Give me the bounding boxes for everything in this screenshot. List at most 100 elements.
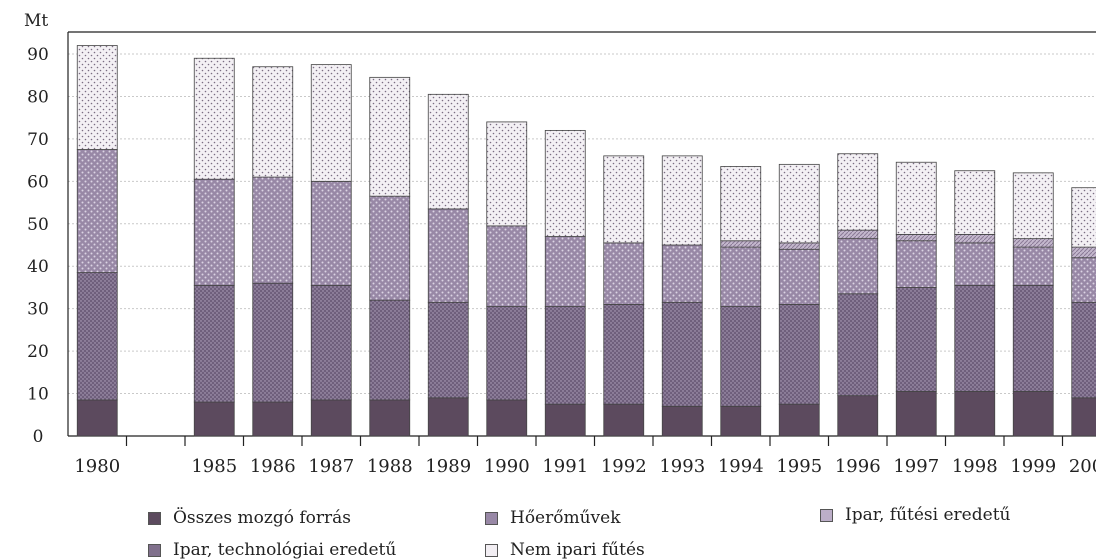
y-tick-label: 20: [27, 342, 49, 362]
legend-label: Nem ipari fűtés: [510, 540, 645, 560]
x-tick-label: 1985: [191, 456, 237, 477]
legend-item-non-industrial-heating: Nem ipari fűtés: [485, 540, 645, 560]
bar-segment-mobile-sources: [310, 399, 352, 437]
x-tick-label: 1999: [1010, 456, 1056, 477]
bar-segment-non-industrial-heating: [1012, 172, 1054, 240]
x-tick-label: 1995: [776, 456, 822, 477]
bar-segment-power-plants: [1071, 257, 1096, 303]
legend: Összes mozgó forrás Hőerőművek Ipar, fűt…: [0, 495, 1096, 560]
legend-swatch-industry-technological: [148, 543, 161, 557]
bar-segment-non-industrial-heating: [837, 153, 879, 231]
bar-segment-non-industrial-heating: [427, 93, 469, 210]
bar-segment-mobile-sources: [427, 397, 469, 437]
bar-segment-non-industrial-heating: [486, 121, 528, 227]
bar-segment-non-industrial-heating: [544, 129, 586, 237]
bar-chart: 0 10 20 30 40 50 60 70 80 90 Mt 1980 1985 1986 1987 198…: [24, 11, 1096, 477]
bar-segment-non-industrial-heating: [1071, 187, 1096, 248]
bar-segment-mobile-sources: [76, 399, 118, 437]
y-tick-label: 90: [27, 45, 49, 65]
bar-segment-industry-technological: [252, 282, 294, 403]
bar-segment-mobile-sources: [1012, 391, 1054, 437]
legend-swatch-industry-heating: [820, 508, 833, 522]
y-axis-title: Mt: [24, 11, 48, 31]
bar-segment-industry-heating: [1071, 246, 1096, 259]
legend-label: Összes mozgó forrás: [173, 508, 352, 528]
y-tick-label: 10: [27, 385, 49, 405]
bar-segment-power-plants: [427, 208, 469, 303]
bar-segment-industry-technological: [427, 301, 469, 399]
bar-segment-power-plants: [544, 236, 586, 307]
bar-segment-power-plants: [778, 248, 820, 305]
bar-segment-industry-technological: [193, 284, 235, 403]
bar-segment-industry-technological: [720, 306, 762, 407]
x-tick-label: 2000: [1069, 456, 1096, 477]
legend-swatch-power-plants: [485, 511, 498, 525]
x-tick-label: 1992: [601, 456, 647, 477]
y-tick-label: 50: [27, 215, 49, 235]
legend-item-mobile-sources: Összes mozgó forrás: [148, 508, 351, 528]
legend-label: Hőerőművek: [510, 508, 621, 528]
x-tick-label: 1994: [718, 456, 764, 477]
tick-labels: 0 10 20 30 40 50 60 70 80 90 Mt 1980 1985 1986 1987 198…: [24, 11, 1096, 477]
bar-segment-power-plants: [310, 180, 352, 286]
bar-segment-industry-technological: [369, 299, 411, 401]
bar-segment-power-plants: [895, 240, 937, 288]
x-tick-label: 1989: [425, 456, 471, 477]
legend-swatch-mobile-sources: [148, 511, 161, 525]
bar-segment-power-plants: [661, 244, 703, 303]
bar-segment-mobile-sources: [778, 403, 820, 437]
y-tick-label: 30: [27, 300, 49, 320]
bar-segment-power-plants: [954, 242, 996, 286]
bar-segment-industry-technological: [1071, 301, 1096, 399]
bar-segment-industry-technological: [603, 304, 645, 405]
bar-segment-power-plants: [486, 225, 528, 307]
bar-segment-non-industrial-heating: [895, 161, 937, 235]
bar-segment-industry-heating: [1012, 238, 1054, 248]
legend-item-power-plants: Hőerőművek: [485, 508, 621, 528]
x-tick-label: 1987: [308, 456, 354, 477]
bar-segment-non-industrial-heating: [252, 66, 294, 178]
bar-segment-mobile-sources: [954, 391, 996, 437]
y-tick-label: 60: [27, 172, 49, 192]
legend-item-industry-heating: Ipar, fűtési eredetű: [820, 505, 1010, 525]
x-tick-label: 1993: [659, 456, 705, 477]
bar-segment-power-plants: [193, 178, 235, 286]
bar-segment-industry-heating: [895, 233, 937, 242]
legend-swatch-non-industrial-heating: [485, 543, 498, 557]
bar-segment-mobile-sources: [603, 403, 645, 437]
bar-segment-mobile-sources: [661, 405, 703, 437]
y-tick-label: 80: [27, 87, 49, 107]
bar-segment-industry-technological: [895, 287, 937, 392]
bar-segment-non-industrial-heating: [193, 57, 235, 180]
bar-segment-power-plants: [603, 242, 645, 305]
bar-segment-mobile-sources: [544, 403, 586, 437]
bar-segment-mobile-sources: [895, 391, 937, 437]
bar-segment-industry-heating: [954, 233, 996, 244]
bar-segment-mobile-sources: [720, 405, 762, 437]
bar-segment-industry-heating: [778, 242, 820, 250]
legend-item-industry-technological: Ipar, technológiai eredetű: [148, 540, 396, 560]
bar-segment-mobile-sources: [1071, 397, 1096, 437]
bar-segment-industry-technological: [954, 284, 996, 392]
bar-segment-non-industrial-heating: [954, 170, 996, 235]
bar-segment-non-industrial-heating: [603, 155, 645, 244]
bar-segment-industry-technological: [778, 304, 820, 405]
bar-segment-non-industrial-heating: [778, 163, 820, 244]
bar-segment-power-plants: [720, 246, 762, 307]
bar-segment-mobile-sources: [837, 395, 879, 437]
x-tick-label: 1986: [250, 456, 296, 477]
bar-segment-non-industrial-heating: [661, 155, 703, 246]
x-tick-label: 1991: [542, 456, 588, 477]
bars: [76, 45, 1096, 437]
bar-segment-industry-technological: [837, 293, 879, 397]
bar-segment-mobile-sources: [369, 399, 411, 437]
bar-segment-industry-technological: [1012, 284, 1054, 392]
bar-segment-power-plants: [837, 238, 879, 295]
bar-segment-industry-heating: [720, 240, 762, 248]
bar-segment-non-industrial-heating: [720, 166, 762, 242]
legend-label: Ipar, fűtési eredetű: [845, 505, 1011, 525]
y-tick-label: 70: [27, 130, 49, 150]
bar-segment-non-industrial-heating: [76, 45, 118, 150]
bar-segment-mobile-sources: [252, 401, 294, 437]
legend-label: Ipar, technológiai eredetű: [173, 540, 397, 560]
